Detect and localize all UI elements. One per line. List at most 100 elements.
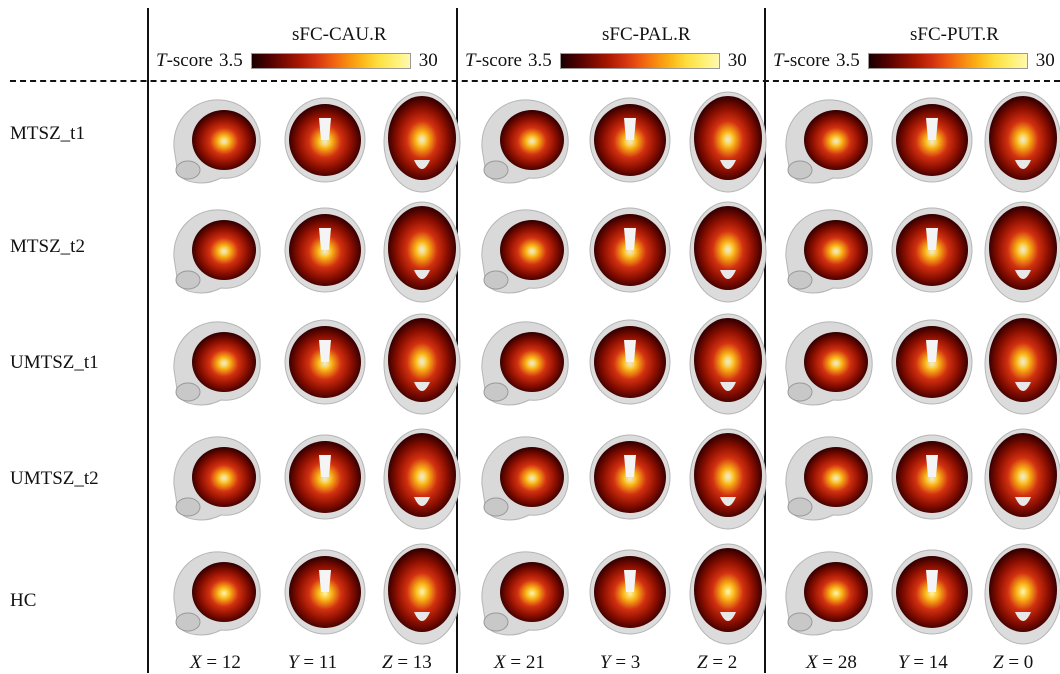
colorbar-label-t: T — [156, 50, 167, 71]
brain-slice-coronal — [891, 97, 973, 183]
colorbar-legend: T -score 3.5 30 — [465, 50, 747, 72]
row-label: UMTSZ_t1 — [10, 352, 99, 373]
brain-slice-coronal — [891, 549, 973, 635]
coordinate-axis: X — [190, 652, 202, 673]
coordinate-value: 21 — [525, 652, 545, 673]
brain-slice-sagittal — [481, 99, 569, 184]
slice-coordinate: X = 21 — [494, 652, 545, 674]
coordinate-value: 11 — [318, 652, 338, 673]
brain-slice-sagittal — [481, 436, 569, 521]
brain-slice-sagittal — [173, 436, 261, 521]
row-label: MTSZ_t1 — [10, 123, 85, 144]
brain-slice-coronal — [284, 434, 366, 520]
brain-slice-axial — [984, 543, 1060, 645]
colorbar-legend: T -score 3.5 30 — [156, 50, 438, 72]
equals-sign: = — [201, 652, 222, 673]
brain-slice-axial — [984, 91, 1060, 193]
coordinate-axis: X — [806, 652, 818, 673]
coordinate-axis: Y — [898, 652, 909, 673]
brain-slice-axial — [689, 201, 767, 303]
equals-sign: = — [1003, 652, 1024, 673]
colorbar-label-t: T — [465, 50, 476, 71]
slice-coordinate: Z = 2 — [697, 652, 737, 674]
brain-slice-coronal — [891, 434, 973, 520]
brain-slice-coronal — [284, 319, 366, 405]
slice-coordinate: Y = 11 — [288, 652, 337, 674]
colorbar-max: 30 — [1035, 50, 1055, 71]
coordinate-value: 3 — [630, 652, 641, 673]
brain-slice-coronal — [891, 319, 973, 405]
slice-coordinate: X = 28 — [806, 652, 857, 674]
colorbar-label: -score — [166, 50, 213, 71]
colorbar-max: 30 — [418, 50, 438, 71]
slice-coordinate: X = 12 — [190, 652, 241, 674]
panel-title: sFC-PAL.R — [602, 24, 691, 45]
brain-slice-coronal — [284, 97, 366, 183]
brain-slice-coronal — [589, 97, 671, 183]
slice-coordinate: Z = 13 — [382, 652, 432, 674]
colorbar-gradient — [559, 53, 720, 69]
coordinate-value: 28 — [837, 652, 857, 673]
slice-coordinate: Y = 3 — [600, 652, 640, 674]
coordinate-axis: Z — [697, 652, 708, 673]
colorbar-max: 30 — [727, 50, 747, 71]
equals-sign: = — [707, 652, 728, 673]
brain-slice-axial — [383, 428, 461, 530]
brain-slice-sagittal — [173, 551, 261, 636]
colorbar-min: 3.5 — [836, 50, 860, 71]
brain-slice-sagittal — [481, 321, 569, 406]
colorbar-label: -score — [783, 50, 830, 71]
colorbar-label-t: T — [773, 50, 784, 71]
brain-slice-sagittal — [173, 99, 261, 184]
coordinate-value: 13 — [412, 652, 432, 673]
colorbar-min: 3.5 — [219, 50, 243, 71]
brain-slice-sagittal — [481, 551, 569, 636]
panel-title: sFC-CAU.R — [292, 24, 387, 45]
brain-slice-axial — [984, 201, 1060, 303]
coordinate-value: 12 — [221, 652, 241, 673]
row-label: MTSZ_t2 — [10, 236, 85, 257]
brain-slice-sagittal — [785, 321, 873, 406]
panel-divider-middle — [456, 8, 458, 673]
brain-slice-axial — [689, 543, 767, 645]
brain-slice-coronal — [589, 207, 671, 293]
equals-sign: = — [610, 652, 631, 673]
slice-coordinate: Y = 14 — [898, 652, 948, 674]
equals-sign: = — [392, 652, 413, 673]
brain-slice-axial — [689, 91, 767, 193]
brain-slice-coronal — [589, 319, 671, 405]
slice-coordinate: Z = 0 — [993, 652, 1033, 674]
brain-slice-sagittal — [785, 99, 873, 184]
coordinate-axis: Z — [993, 652, 1004, 673]
colorbar-legend: T -score 3.5 30 — [773, 50, 1055, 72]
brain-slice-sagittal — [173, 209, 261, 294]
brain-slice-axial — [689, 428, 767, 530]
coordinate-value: 2 — [727, 652, 738, 673]
colorbar-min: 3.5 — [528, 50, 552, 71]
colorbar-gradient — [250, 53, 411, 69]
panel-divider-right — [764, 8, 766, 673]
equals-sign: = — [505, 652, 526, 673]
brain-slice-sagittal — [785, 436, 873, 521]
brain-slice-sagittal — [785, 551, 873, 636]
row-label: HC — [10, 590, 37, 611]
coordinate-axis: X — [494, 652, 506, 673]
brain-slice-axial — [383, 201, 461, 303]
brain-slice-coronal — [589, 434, 671, 520]
panel-title: sFC-PUT.R — [910, 24, 999, 45]
brain-slice-coronal — [284, 207, 366, 293]
coordinate-value: 14 — [928, 652, 948, 673]
equals-sign: = — [817, 652, 838, 673]
colorbar-label: -score — [475, 50, 522, 71]
coordinate-axis: Z — [382, 652, 393, 673]
brain-slice-coronal — [284, 549, 366, 635]
brain-slice-coronal — [589, 549, 671, 635]
brain-slice-sagittal — [785, 209, 873, 294]
brain-slice-axial — [383, 91, 461, 193]
panel-divider-left — [147, 8, 149, 673]
brain-slice-axial — [984, 428, 1060, 530]
brain-slice-sagittal — [481, 209, 569, 294]
coordinate-axis: Y — [600, 652, 611, 673]
equals-sign: = — [908, 652, 929, 673]
equals-sign: = — [298, 652, 319, 673]
